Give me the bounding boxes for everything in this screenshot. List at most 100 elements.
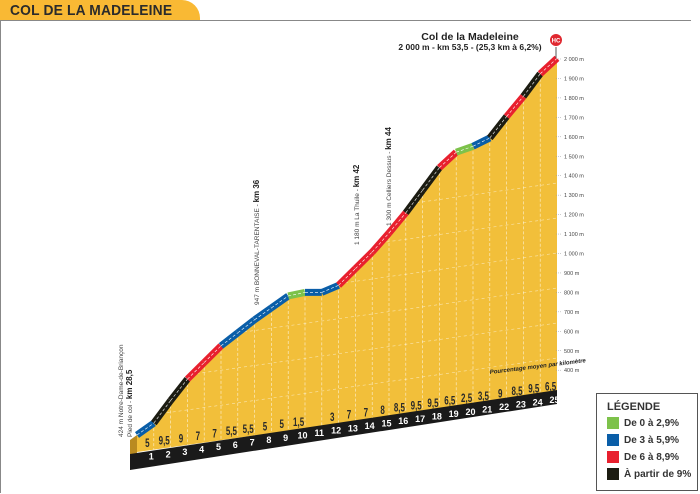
gradient-label: 1,5 (293, 417, 305, 430)
elevation-label: 1 200 m (564, 213, 584, 219)
profile-centerline (170, 378, 188, 401)
km-label: 5 (216, 442, 221, 452)
mountain-fill (137, 58, 557, 452)
legend-item-blue: De 3 à 5,9% (607, 434, 697, 446)
legend-label: De 0 à 2,9% (624, 417, 680, 429)
elevation-label: 500 m (564, 349, 580, 355)
gradient-label: 7 (196, 431, 201, 444)
profile-centerline (371, 232, 390, 253)
gridline (136, 322, 558, 383)
gradient-label: 8,5 (511, 386, 523, 399)
green-swatch (607, 417, 619, 429)
profile-centerline (187, 362, 205, 380)
profile-centerline (288, 292, 306, 297)
gridline (136, 217, 558, 278)
gradient-label: 9 (498, 388, 503, 401)
profile-segment (419, 165, 443, 193)
profile-centerline (237, 319, 255, 334)
legend: LÉGENDE De 0 à 2,9% De 3 à 5,9% De 6 à 8… (596, 393, 698, 491)
gridline (136, 357, 558, 418)
profile-centerline (271, 295, 289, 309)
gradient-label: 5 (145, 438, 150, 451)
km-label: 18 (432, 412, 442, 422)
blue-swatch (607, 434, 619, 446)
page-title: COL DE LA MADELEINE (10, 2, 173, 19)
gradient-label: 9,5 (528, 383, 540, 396)
km-label: 1 (149, 452, 154, 462)
elevation-label: 400 m (564, 368, 580, 374)
waypoint-start-location: 424 m Notre-Dame-de-Briançon (118, 344, 125, 437)
km-label: 6 (233, 440, 238, 450)
km-label: 20 (465, 407, 475, 417)
waypoint-bonneval: 947 m BONNEVAL-TARENTAISE - km 36 (252, 179, 261, 305)
km-label: 15 (381, 419, 391, 429)
legend-label: À partir de 9% (624, 468, 692, 480)
km-label: 16 (398, 416, 408, 426)
elevation-label: 1 400 m (564, 174, 584, 180)
profile-centerline (203, 345, 222, 363)
profile-centerline (506, 96, 524, 117)
gradient-label: 8 (380, 405, 385, 418)
elevation-label: 1 000 m (564, 252, 584, 258)
km-label: 19 (449, 409, 459, 419)
legend-title: LÉGENDE (607, 401, 661, 413)
km-label: 9 (283, 433, 288, 443)
profile-segment (520, 71, 544, 99)
elevation-label: 1 100 m (564, 232, 584, 238)
hc-badge (549, 33, 563, 47)
km-label: 13 (348, 423, 358, 433)
profile-centerline (338, 268, 356, 286)
profile-centerline (539, 58, 558, 75)
profile-centerline (388, 212, 407, 234)
gridline (136, 287, 558, 348)
gridline (136, 182, 558, 243)
profile-centerline (254, 307, 272, 320)
km-label: 21 (482, 404, 492, 414)
km-label: 22 (499, 402, 509, 412)
hc-label: HC (552, 39, 561, 45)
elevation-label: 1 600 m (564, 135, 584, 141)
gradient-label: 8,5 (394, 402, 406, 415)
black-swatch (607, 468, 619, 480)
legend-item-green: De 0 à 2,9% (607, 417, 697, 429)
elevation-label: 600 m (564, 329, 580, 335)
waypoint-start-km: Pied de col - km 28,5 (125, 369, 134, 437)
profile-centerline (489, 116, 507, 139)
legend-item-red: De 6 à 8,9% (607, 451, 697, 463)
profile-centerline (456, 145, 474, 153)
gradient-label: 9,5 (159, 435, 171, 448)
elevation-label: 700 m (564, 310, 580, 316)
profile-centerline (439, 151, 457, 168)
gradient-label: 5 (280, 419, 285, 432)
elevation-label: 900 m (564, 271, 580, 277)
elevation-label: 2 000 m (564, 57, 584, 63)
profile-segment (402, 188, 426, 215)
gradient-label: 7 (212, 428, 217, 441)
profile-centerline (220, 332, 238, 347)
elevation-label: 1 800 m (564, 96, 584, 102)
legend-label: De 6 à 8,9% (624, 451, 680, 463)
waypoint-la-thuile: 1 180 m La Thuile - km 42 (352, 164, 361, 245)
gradient-label: 5 (263, 421, 268, 434)
km-label: 12 (331, 426, 341, 436)
km-label: 11 (315, 428, 325, 438)
km-label: 10 (297, 430, 307, 440)
legend-item-black: À partir de 9% (607, 468, 697, 480)
red-swatch (607, 451, 619, 463)
waypoint-celliers-dessus: 1 300 m Celliers Dessus - km 44 (384, 127, 393, 226)
elevation-label: 1 900 m (564, 76, 584, 82)
frame (0, 20, 691, 493)
elevation-label: 1 700 m (564, 115, 584, 121)
gradient-label: 6,5 (444, 395, 456, 408)
km-label: 24 (533, 397, 543, 407)
legend-label: De 3 à 5,9% (624, 434, 680, 446)
km-label: 8 (266, 435, 271, 445)
elevation-label: 1 300 m (564, 193, 584, 199)
elevation-label: 1 500 m (564, 154, 584, 160)
km-label: 25 (549, 395, 559, 405)
km-label: 3 (182, 447, 187, 457)
km-label: 4 (199, 445, 204, 455)
gradient-label: 3 (330, 412, 335, 425)
gradient-label: 7 (347, 409, 352, 422)
